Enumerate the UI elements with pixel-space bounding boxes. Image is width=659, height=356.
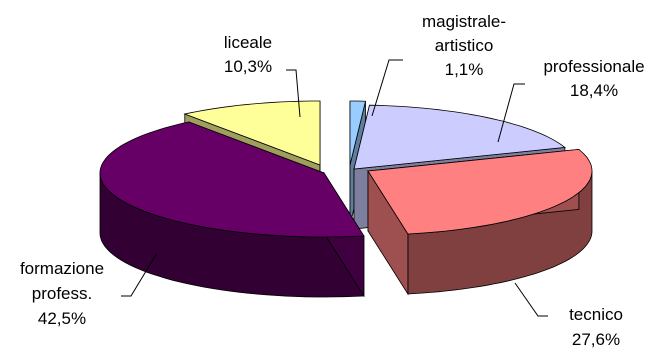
pie-slice-liceale: [183, 100, 321, 166]
pie-slice-tecnico: [367, 148, 593, 235]
pie-slices: [99, 100, 593, 298]
leader-line-liceale: [286, 69, 301, 118]
value-magistrale: 1,1%: [445, 60, 484, 79]
pie-slice-magistraleartistico: [349, 100, 367, 166]
pie-slice-professionale: [353, 104, 566, 170]
leader-line-formazione: [121, 252, 158, 297]
label-magistrale-line2: artistico: [435, 36, 494, 55]
label-formazione-line2: profess.: [32, 284, 92, 303]
label-formazione-line1: formazione: [20, 259, 104, 278]
leader-line-magistrale: [371, 59, 403, 117]
leader-line-tecnico: [514, 282, 548, 317]
slice-labels: magistrale- artistico 1,1% professionale…: [20, 12, 645, 349]
label-professionale: professionale: [543, 57, 644, 76]
leader-line-professionale: [497, 83, 525, 143]
label-leader-lines: [121, 59, 548, 317]
label-tecnico: tecnico: [569, 305, 623, 324]
value-professionale: 18,4%: [570, 81, 618, 100]
pie-slice-formazioneprofess: [99, 121, 365, 238]
label-magistrale-line1: magistrale-: [422, 12, 506, 31]
value-formazione: 42,5%: [38, 309, 86, 328]
label-liceale: liceale: [224, 33, 272, 52]
value-tecnico: 27,6%: [572, 330, 620, 349]
value-liceale: 10,3%: [224, 57, 272, 76]
